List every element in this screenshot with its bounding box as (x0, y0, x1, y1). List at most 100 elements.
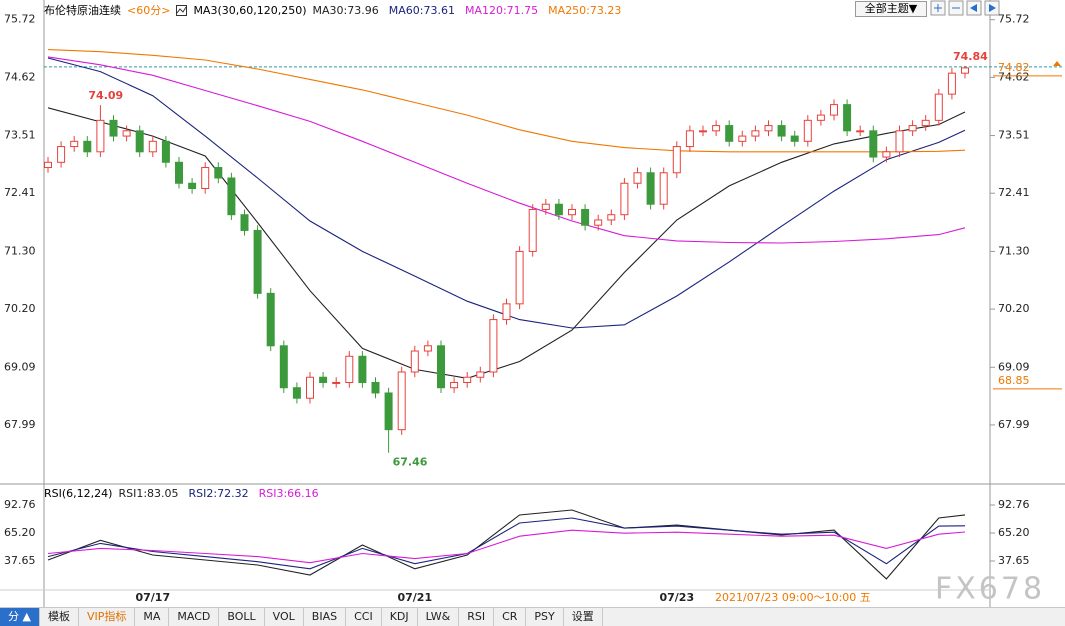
candle-body (699, 130, 707, 133)
candle-body (751, 130, 760, 137)
candle-body (489, 319, 498, 373)
y-tick-label-left: 37.65 (4, 554, 36, 567)
toolbar-tab[interactable]: BIAS (304, 608, 347, 626)
y-tick-label-left: 70.20 (4, 302, 36, 315)
candle-body (358, 355, 367, 383)
theme-button[interactable]: 全部主题▼ (855, 1, 927, 17)
candle-body (777, 125, 786, 137)
candle-body (148, 140, 157, 153)
candle-body (240, 214, 249, 231)
candle-body (659, 172, 668, 205)
candle-body (908, 125, 917, 132)
candle-body (292, 387, 301, 399)
candle-body (135, 130, 144, 153)
toolbar-tab[interactable]: 设置 (564, 608, 603, 626)
period-label[interactable]: <60分> (127, 4, 171, 17)
indicator-line (47, 529, 966, 564)
y-tick-label-right: 71.30 (998, 244, 1030, 257)
x-tick-label: 07/23 (659, 591, 694, 604)
candle-body (882, 151, 891, 158)
candle-body (581, 208, 590, 226)
candle-body (921, 119, 930, 127)
candle-body (961, 67, 969, 74)
candle-body (450, 381, 459, 389)
toolbar-tab[interactable]: BOLL (219, 608, 265, 626)
candle-body (790, 135, 799, 142)
candle-body (528, 208, 537, 252)
extreme-label: 74.09 (88, 89, 123, 102)
indicator-icon (176, 4, 188, 16)
indicator-line (47, 107, 966, 379)
candle-body (869, 130, 878, 158)
candle-body (843, 104, 852, 132)
y-tick-label-left: 65.20 (4, 526, 36, 539)
toolbar-icons[interactable] (930, 0, 1000, 16)
series-legend: MA30:73.96 MA60:73.61 MA120:71.75 MA250:73.… (313, 4, 622, 17)
indicator-line (47, 56, 966, 244)
candle-body (502, 303, 511, 321)
y-tick-label-right: 75.72 (998, 13, 1030, 26)
candle-body (646, 172, 655, 205)
candle-body (437, 345, 445, 389)
toolbar-tab[interactable]: PSY (526, 608, 564, 626)
toolbar-tab[interactable]: VOL (265, 608, 304, 626)
candle-body (476, 371, 485, 378)
candle-body (57, 146, 66, 163)
candle-body (227, 177, 236, 216)
candle-body (725, 125, 734, 142)
candle-body (345, 355, 354, 383)
y-tick-label-right: 73.51 (998, 129, 1030, 142)
candle-body (332, 381, 341, 384)
toolbar-tab[interactable]: MA (135, 608, 170, 626)
x-tick-label: 07/21 (397, 591, 432, 604)
candle-body (515, 250, 524, 305)
legend-entry: MA120:71.75 (464, 3, 539, 17)
candle-body (306, 376, 314, 399)
candle-body (253, 229, 262, 294)
candle-body (816, 114, 825, 121)
toolbar-tab[interactable]: MACD (169, 608, 220, 626)
indicator-line (47, 517, 966, 570)
candle-body (201, 167, 210, 189)
series-legend: RSI1:83.05 RSI2:72.32 RSI3:66.16 (118, 487, 318, 500)
toolbar-tab[interactable]: VIP指标 (79, 608, 136, 626)
legend-entry: RSI2:72.32 (188, 487, 249, 500)
toolbar-tab[interactable]: CCI (346, 608, 382, 626)
toolbar-tab[interactable]: RSI (459, 608, 495, 626)
toolbar-tab[interactable]: 模板 (40, 608, 79, 626)
toolbar-tab[interactable]: KDJ (382, 608, 418, 626)
indicator-line (47, 49, 966, 153)
current-price-arrow (1053, 61, 1061, 66)
candle-body (895, 130, 904, 153)
price-marker-label: 68.85 (998, 374, 1030, 387)
candle-body (764, 125, 773, 132)
toolbar-tab[interactable]: 分 ▲ (0, 608, 40, 626)
rsi-legend: RSI(6,12,24) RSI1:83.05 RSI2:72.32 RSI3:66… (44, 487, 319, 500)
legend-entry: MA250:73.23 (548, 3, 622, 17)
candle-body (319, 376, 328, 383)
candle-body (672, 146, 681, 174)
toolbar-tab[interactable]: LW& (418, 608, 460, 626)
chart-title: 布伦特原油连续 (44, 4, 121, 17)
y-tick-label-right: 72.41 (998, 186, 1030, 199)
candle-body (423, 345, 432, 352)
candle-body (554, 203, 563, 216)
toolbar-tab[interactable]: CR (494, 608, 527, 626)
y-tick-label-right: 37.65 (998, 554, 1030, 567)
y-tick-label-right: 70.20 (998, 302, 1030, 315)
candle-body (175, 161, 183, 184)
extreme-label: 74.84 (953, 50, 988, 63)
y-tick-label-right: 65.20 (998, 526, 1030, 539)
candle-body (594, 219, 603, 226)
candle-body (568, 208, 576, 216)
y-tick-label-left: 74.62 (4, 70, 36, 83)
candle-body (371, 381, 380, 394)
icon-glyph (989, 4, 996, 12)
candle-body (803, 119, 812, 142)
candle-body (96, 119, 105, 153)
y-tick-label-left: 75.72 (4, 13, 36, 26)
y-tick-label-right: 92.76 (998, 498, 1030, 511)
candle-body (620, 182, 629, 216)
y-tick-label-right: 67.99 (998, 418, 1030, 431)
y-tick-label-right: 74.62 (998, 70, 1030, 83)
